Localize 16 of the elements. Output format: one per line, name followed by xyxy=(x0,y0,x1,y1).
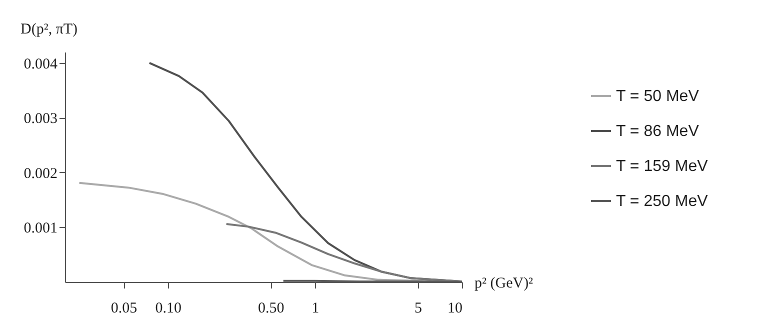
y-tick-label: 0.003 xyxy=(24,111,58,128)
y-tick-label: 0.002 xyxy=(24,166,58,182)
y-tick-label: 0.004 xyxy=(24,56,58,72)
x-tick-label: 5 xyxy=(414,300,422,316)
x-tick-label: 0.05 xyxy=(110,300,138,316)
legend-label: T = 250 MeV xyxy=(616,193,708,210)
legend-label: T = 50 MeV xyxy=(616,88,700,105)
x-tick-label: 0.10 xyxy=(155,300,182,316)
y-tick-label: 0.001 xyxy=(24,220,58,237)
y-axis-title: D(p², πT) xyxy=(20,22,78,38)
x-axis-title: p² (GeV)² xyxy=(474,276,534,292)
x-tick-label: 0.50 xyxy=(258,300,284,316)
legend-label: T = 159 MeV xyxy=(616,158,708,175)
x-tick-label: 10 xyxy=(448,300,462,316)
legend-label: T = 86 MeV xyxy=(616,123,700,140)
x-tick-label: 1 xyxy=(312,300,320,316)
